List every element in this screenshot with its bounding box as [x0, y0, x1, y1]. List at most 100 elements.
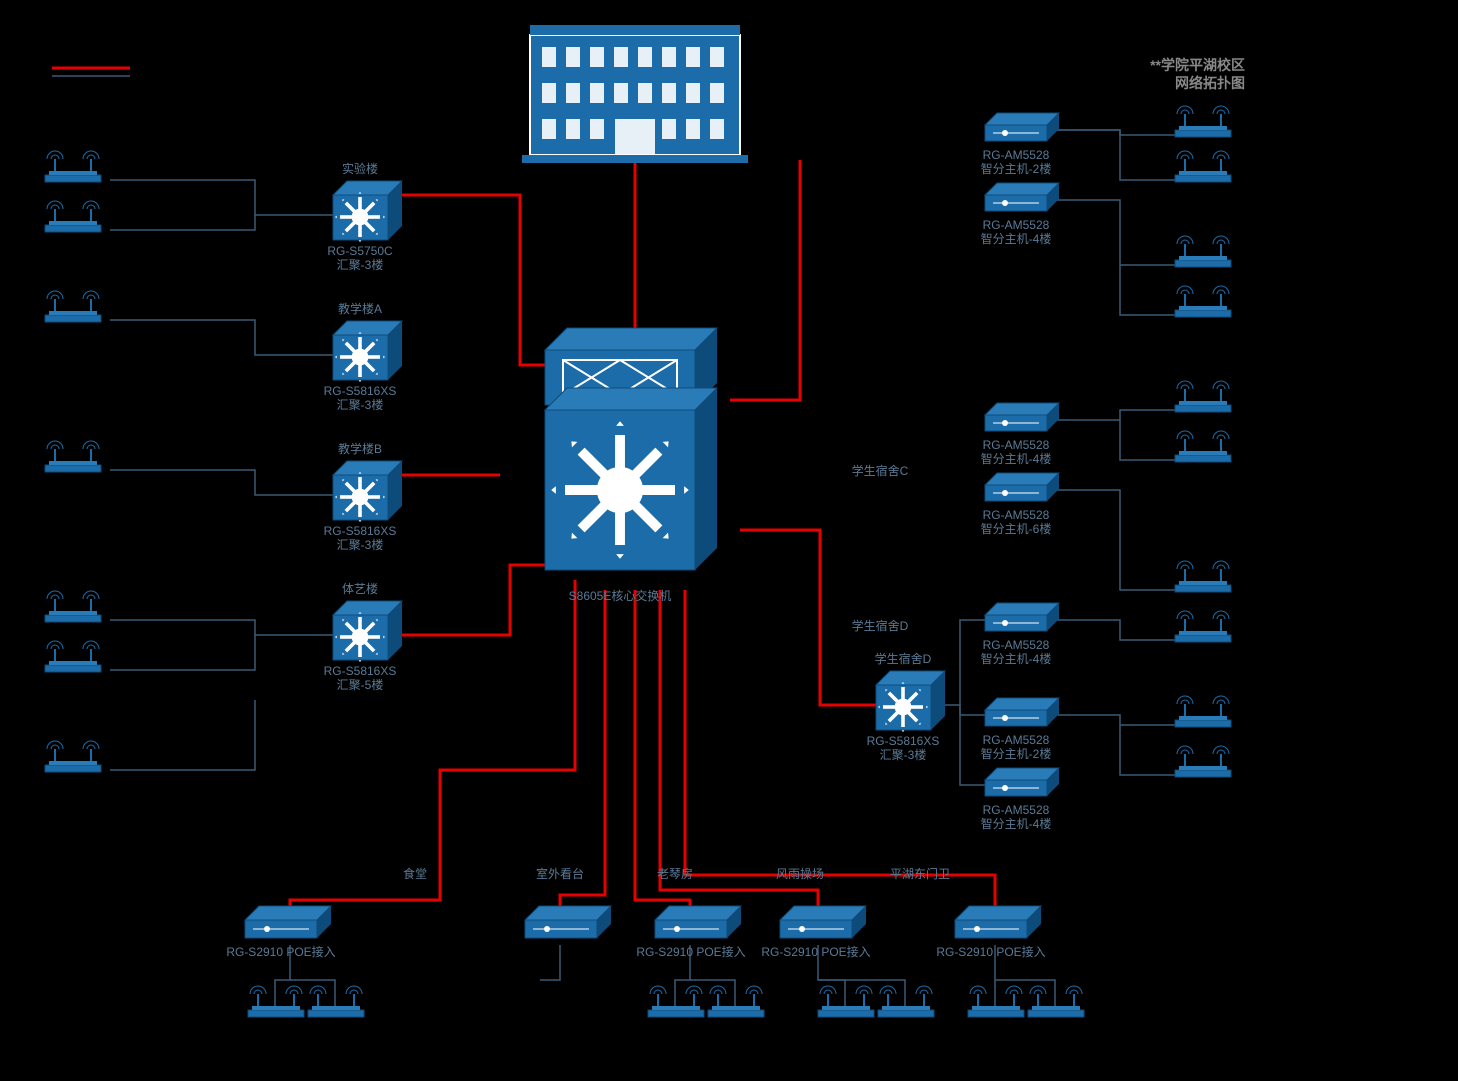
copper-link [690, 980, 735, 1010]
aggregation-switch: 实验楼RG-S5750C汇聚-3楼 [327, 161, 402, 272]
access-point-icon [818, 986, 874, 1017]
fiber-link [388, 195, 575, 365]
svg-text:**学院平湖校区: **学院平湖校区 [1150, 57, 1245, 73]
access-point-icon [45, 741, 101, 772]
access-point-icon [308, 986, 364, 1017]
svg-text:智分主机-6楼: 智分主机-6楼 [981, 521, 1052, 536]
svg-text:体艺楼: 体艺楼 [342, 581, 378, 596]
svg-text:RG-AM5528: RG-AM5528 [983, 218, 1050, 232]
access-point-icon [1175, 561, 1231, 592]
copper-link [1050, 410, 1175, 420]
access-point-icon [708, 986, 764, 1017]
copper-link [110, 635, 255, 670]
svg-text:RG-S5816XS: RG-S5816XS [324, 384, 397, 398]
access-point-icon [648, 986, 704, 1017]
svg-text:RG-S2910 POE接入: RG-S2910 POE接入 [636, 944, 745, 959]
svg-text:RG-AM5528: RG-AM5528 [983, 803, 1050, 817]
poe-switch: RG-S2910 POE接入 [936, 906, 1045, 959]
access-point-icon [1175, 151, 1231, 182]
copper-link [1050, 130, 1175, 180]
fiber-link [730, 160, 800, 400]
svg-text:智分主机-2楼: 智分主机-2楼 [981, 161, 1052, 176]
svg-text:RG-S5816XS: RG-S5816XS [867, 734, 940, 748]
copper-link [995, 980, 1055, 1010]
svg-text:RG-AM5528: RG-AM5528 [983, 438, 1050, 452]
svg-text:RG-S5816XS: RG-S5816XS [324, 524, 397, 538]
copper-link [960, 620, 985, 715]
copper-link [110, 620, 333, 635]
am-device: RG-AM5528智分主机-4楼 [981, 768, 1059, 831]
svg-text:汇聚-5楼: 汇聚-5楼 [337, 677, 384, 692]
am-device: RG-AM5528智分主机-2楼 [981, 698, 1059, 761]
access-point-icon [45, 291, 101, 322]
svg-text:智分主机-4楼: 智分主机-4楼 [981, 816, 1052, 831]
access-point-icon [1175, 611, 1231, 642]
access-point-icon [1175, 696, 1231, 727]
copper-link [1050, 200, 1175, 265]
svg-text:汇聚-3楼: 汇聚-3楼 [337, 397, 384, 412]
access-point-icon [878, 986, 934, 1017]
access-point-icon [1028, 986, 1084, 1017]
fiber-link [388, 565, 560, 635]
access-point-icon [45, 441, 101, 472]
aggregation-switch: 教学楼A RG-S5816XS汇聚-3楼 [324, 301, 402, 412]
svg-text:RG-AM5528: RG-AM5528 [983, 508, 1050, 522]
copper-link [1050, 715, 1175, 725]
svg-text:实验楼: 实验楼 [342, 161, 378, 176]
svg-text:智分主机-4楼: 智分主机-4楼 [981, 451, 1052, 466]
access-point-icon [1175, 746, 1231, 777]
area-label: 风雨操场 [776, 866, 824, 881]
topology-diagram: **学院平湖校区网络拓扑图实验楼RG-S5750C汇聚-3楼教学楼A RG-S58… [0, 0, 1458, 1081]
svg-text:汇聚-3楼: 汇聚-3楼 [337, 537, 384, 552]
access-point-icon [45, 641, 101, 672]
area-label: 老琴房 [657, 866, 693, 881]
access-point-icon [1175, 431, 1231, 462]
area-label: 平湖东门卫 [890, 866, 950, 881]
am-device: RG-AM5528智分主机-4楼 [981, 603, 1059, 666]
core-switch-label: S8605E核心交换机 [569, 588, 672, 603]
copper-link [110, 700, 255, 770]
copper-link [540, 945, 560, 980]
svg-text:网络拓扑图: 网络拓扑图 [1175, 75, 1245, 91]
copper-link [1120, 420, 1175, 460]
aggregation-switch: 学生宿舍DRG-S5816XS汇聚-3楼 [867, 651, 945, 762]
copper-link [1120, 265, 1175, 315]
access-point-icon [45, 591, 101, 622]
access-point-icon [1175, 286, 1231, 317]
svg-text:智分主机-2楼: 智分主机-2楼 [981, 746, 1052, 761]
copper-link [818, 980, 905, 1010]
area-label: 食堂 [403, 866, 427, 881]
access-point-icon [1175, 106, 1231, 137]
area-label: 室外看台 [536, 866, 584, 881]
am-device: RG-AM5528智分主机-6楼 [981, 473, 1059, 536]
svg-text:RG-AM5528: RG-AM5528 [983, 638, 1050, 652]
svg-text:RG-AM5528: RG-AM5528 [983, 148, 1050, 162]
svg-text:汇聚-3楼: 汇聚-3楼 [337, 257, 384, 272]
poe-switch [525, 906, 611, 938]
copper-link [290, 980, 335, 1010]
svg-text:学生宿舍D: 学生宿舍D [875, 651, 932, 666]
svg-text:RG-S2910 POE接入: RG-S2910 POE接入 [936, 944, 1045, 959]
svg-text:智分主机-4楼: 智分主机-4楼 [981, 231, 1052, 246]
access-point-icon [1175, 381, 1231, 412]
am-device: RG-AM5528智分主机-4楼 [981, 403, 1059, 466]
copper-link [1050, 490, 1175, 590]
svg-text:RG-AM5528: RG-AM5528 [983, 733, 1050, 747]
area-label: 学生宿舍C [852, 463, 909, 478]
diagram-title: **学院平湖校区网络拓扑图 [1150, 57, 1245, 91]
svg-text:智分主机-4楼: 智分主机-4楼 [981, 651, 1052, 666]
building-icon [522, 25, 748, 163]
poe-switch: RG-S2910 POE接入 [761, 906, 870, 959]
access-point-icon [45, 201, 101, 232]
svg-text:RG-S5816XS: RG-S5816XS [324, 664, 397, 678]
access-point-icon [968, 986, 1024, 1017]
copper-link [110, 320, 333, 355]
svg-text:教学楼A: 教学楼A [338, 301, 382, 316]
svg-text:教学楼B: 教学楼B [338, 441, 382, 456]
svg-text:RG-S2910 POE接入: RG-S2910 POE接入 [761, 944, 870, 959]
am-device: RG-AM5528智分主机-2楼 [981, 113, 1059, 176]
core-switch: S8605E核心交换机 [545, 328, 717, 603]
area-label: 学生宿舍D [852, 618, 909, 633]
copper-link [110, 180, 333, 215]
access-point-icon [248, 986, 304, 1017]
